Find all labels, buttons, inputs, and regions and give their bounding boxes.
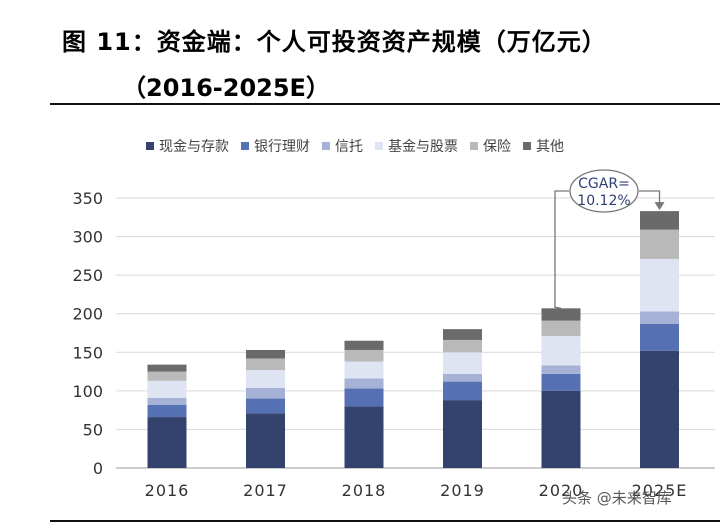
x-tick-label: 2020 (539, 481, 584, 500)
legend-label-funds-stocks: 基金与股票 (388, 139, 458, 155)
bar-segment (541, 320, 581, 337)
y-tick-label: 300 (72, 228, 103, 247)
bar-segment (640, 323, 679, 351)
bar-segment (246, 398, 285, 414)
chart-title-line2: （2016-2025E） (122, 74, 330, 102)
top-rule (50, 103, 720, 105)
legend-swatch-cash (146, 142, 154, 150)
bar-segment (344, 340, 384, 350)
x-tick-label: 2019 (440, 481, 485, 500)
x-tick-label: 2016 (145, 481, 190, 500)
bar-segment (344, 388, 384, 407)
bar-segment (246, 413, 285, 468)
legend-item-bank-wealth: 银行理财 (241, 136, 310, 156)
legend-label-trust: 信托 (335, 139, 363, 155)
bar-segment (443, 400, 482, 468)
bar-segment (443, 329, 482, 340)
bar-segment (147, 417, 187, 468)
bar-segment (541, 336, 581, 366)
legend-swatch-trust (322, 142, 330, 150)
bottom-rule (50, 520, 720, 522)
bar-segment (246, 358, 285, 371)
legend-item-trust: 信托 (322, 136, 363, 156)
cagr-label-line1: CGAR= (578, 176, 630, 192)
x-tick-label: 2017 (243, 481, 288, 500)
watermark: 头条 @未来智库 (562, 489, 672, 507)
bar-segment (443, 352, 482, 374)
legend-label-insurance: 保险 (483, 139, 511, 155)
y-tick-label: 200 (72, 305, 103, 324)
legend-item-cash: 现金与存款 (146, 136, 229, 156)
bar-segment (246, 387, 285, 399)
bar-segment (640, 229, 679, 259)
legend-item-funds-stocks: 基金与股票 (375, 136, 458, 156)
bar-segment (541, 308, 581, 321)
legend-swatch-funds-stocks (375, 142, 383, 150)
legend-item-insurance: 保险 (470, 136, 511, 156)
bar-segment (443, 381, 482, 401)
bar-segment (443, 373, 482, 382)
chart-title-line1: 图 11：资金端：个人可投资资产规模（万亿元） (62, 28, 607, 56)
bar-segment (344, 361, 384, 379)
bar-segment (147, 397, 187, 405)
cagr-bracket-left (554, 190, 569, 309)
bar-segment (246, 349, 285, 359)
bar-segment (541, 373, 581, 391)
y-tick-label: 0 (93, 459, 103, 478)
bar-segment (246, 370, 285, 388)
legend-item-other: 其他 (523, 136, 564, 156)
cagr-label-line2: 10.12% (577, 193, 630, 209)
y-tick-label: 250 (72, 266, 103, 285)
bar-segment (344, 378, 384, 389)
legend-swatch-other (523, 142, 531, 150)
bar-segment (147, 371, 187, 381)
bar-segment (344, 406, 384, 468)
bar-segment (640, 350, 679, 468)
bar-segment (147, 364, 187, 372)
bar-segment (640, 211, 679, 230)
legend-swatch-insurance (470, 142, 478, 150)
y-tick-label: 100 (72, 382, 103, 401)
bar-segment (147, 380, 187, 398)
chart-legend: 现金与存款 银行理财 信托 基金与股票 保险 其他 (146, 136, 576, 156)
x-tick-label: 2018 (342, 481, 387, 500)
cagr-arrowhead (654, 202, 665, 211)
bar-segment (443, 339, 482, 353)
legend-label-other: 其他 (536, 139, 564, 155)
bar-segment (147, 404, 187, 418)
y-tick-label: 350 (72, 189, 103, 208)
bar-segment (640, 311, 679, 324)
bar-segment (541, 365, 581, 374)
y-tick-label: 50 (83, 420, 103, 439)
cagr-bracket-right (639, 190, 661, 204)
x-tick-label: 2025E (632, 481, 688, 500)
y-tick-label: 150 (72, 343, 103, 362)
cagr-bubble (569, 169, 639, 213)
bar-segment (541, 390, 581, 468)
legend-label-bank-wealth: 银行理财 (254, 139, 310, 155)
bar-segment (640, 258, 679, 312)
bar-segment (344, 349, 384, 362)
legend-label-cash: 现金与存款 (159, 139, 229, 155)
legend-swatch-bank-wealth (241, 142, 249, 150)
